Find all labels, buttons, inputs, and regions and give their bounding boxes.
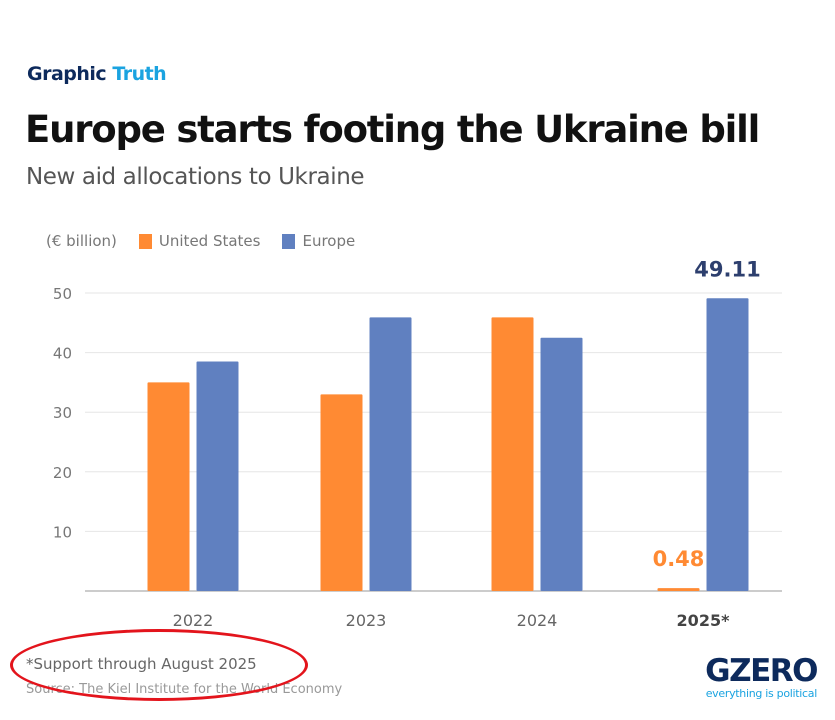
brand-part2: Truth — [112, 63, 167, 85]
y-tick-label: 30 — [53, 404, 72, 422]
data-label: 0.48 — [653, 547, 705, 571]
brand-label: Graphic Truth — [27, 63, 167, 85]
logo-tagline: everything is political — [705, 687, 818, 700]
bar-europe-2023 — [369, 317, 412, 591]
y-tick-label: 40 — [53, 345, 72, 363]
legend-swatch-us — [138, 233, 152, 249]
y-tick-label: 10 — [53, 523, 72, 541]
data-label: 49.11 — [694, 257, 760, 281]
bar-europe-2022 — [196, 361, 239, 591]
bar-united-states-2024 — [491, 317, 534, 591]
x-tick-label: 2024 — [517, 611, 558, 630]
brand-part1: Graphic — [27, 63, 107, 85]
bar-united-states-2022 — [147, 382, 190, 591]
x-tick-label: 2025* — [677, 611, 731, 630]
chart-title: Europe starts footing the Ukraine bill — [25, 108, 760, 151]
legend-item-us: United States — [138, 232, 261, 250]
y-tick-label: 20 — [53, 464, 72, 482]
chart-subtitle: New aid allocations to Ukraine — [26, 164, 365, 190]
y-tick-label: 50 — [53, 285, 72, 303]
bar-europe-2025 — [706, 298, 749, 591]
legend-swatch-europe — [282, 233, 296, 249]
x-tick-label: 2022 — [173, 611, 214, 630]
gzero-logo: GZERO everything is political — [705, 653, 818, 700]
bar-united-states-2023 — [320, 394, 363, 591]
logo-name: GZERO — [705, 653, 818, 689]
legend: (€ billion) United States Europe — [46, 232, 355, 250]
x-tick-label: 2023 — [346, 611, 387, 630]
bar-europe-2024 — [540, 337, 583, 591]
bar-chart: 10 20 30 40 50 2022 2023 2024 2025* 0.48 49.11 — [53, 257, 782, 630]
legend-label-us: United States — [158, 232, 261, 250]
unit-label: (€ billion) — [46, 232, 117, 250]
legend-label-europe: Europe — [302, 232, 356, 250]
bar-united-states-2025 — [657, 588, 700, 591]
red-annotation-ellipse — [10, 629, 308, 701]
legend-item-europe: Europe — [282, 232, 355, 250]
